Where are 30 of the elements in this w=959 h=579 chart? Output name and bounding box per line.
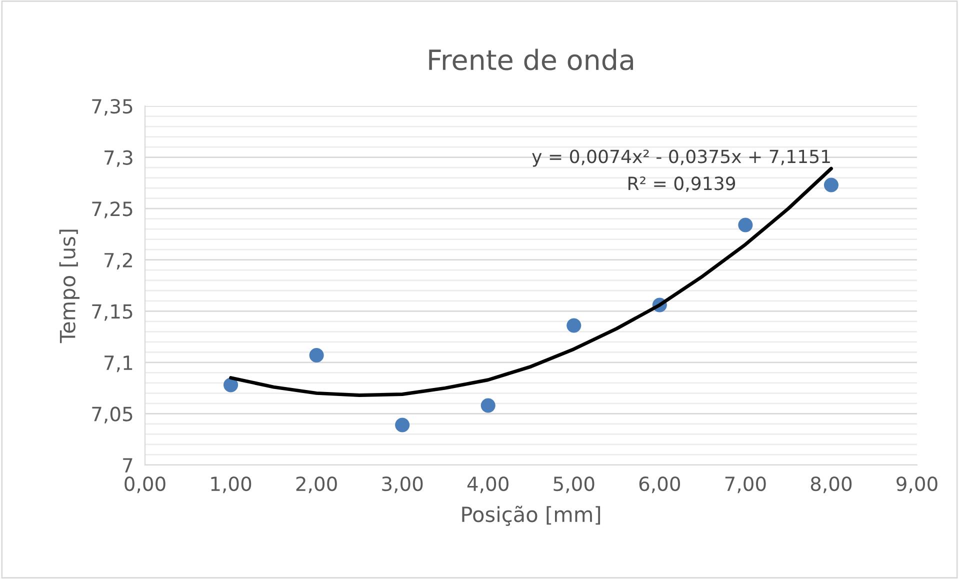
point [223, 378, 238, 392]
y-axis-title: Tempo [us] [59, 230, 80, 344]
x-tick-label: 1,00 [211, 476, 252, 494]
x-tick-label: 4,00 [467, 476, 508, 494]
point [824, 178, 839, 192]
annotation: y = 0,0074x² - 0,0375x + 7,1151 [532, 150, 830, 167]
x-tick-label: 3,00 [382, 476, 423, 494]
point [395, 418, 410, 432]
x-tick-label: 2,00 [296, 476, 337, 494]
x-tick-label: 0,00 [124, 476, 166, 494]
x-tick-label: 7,00 [725, 476, 766, 494]
y-tick-label: 7,35 [92, 98, 132, 116]
x-tick-label: 6,00 [639, 476, 680, 494]
chart-title: Frente de onda [429, 48, 634, 70]
y-tick-label: 7,2 [104, 252, 132, 270]
x-tick-label: 9,00 [896, 476, 938, 494]
point [309, 348, 324, 363]
point [480, 398, 496, 413]
x-axis-title: Posição [mm] [462, 506, 600, 526]
y-tick-label: 7,1 [104, 356, 132, 372]
y-tick-label: 7,3 [104, 150, 132, 167]
point [566, 318, 582, 333]
y-tick-label: 7,15 [92, 304, 132, 321]
point [738, 218, 753, 232]
annotation: R² = 0,9139 [628, 176, 736, 192]
y-tick-label: 7,05 [92, 406, 132, 424]
y-tick-label: 7 [123, 458, 132, 472]
y-tick-label: 7,25 [92, 202, 132, 218]
x-tick-label: 8,00 [810, 476, 852, 494]
x-tick-label: 5,00 [554, 476, 594, 494]
